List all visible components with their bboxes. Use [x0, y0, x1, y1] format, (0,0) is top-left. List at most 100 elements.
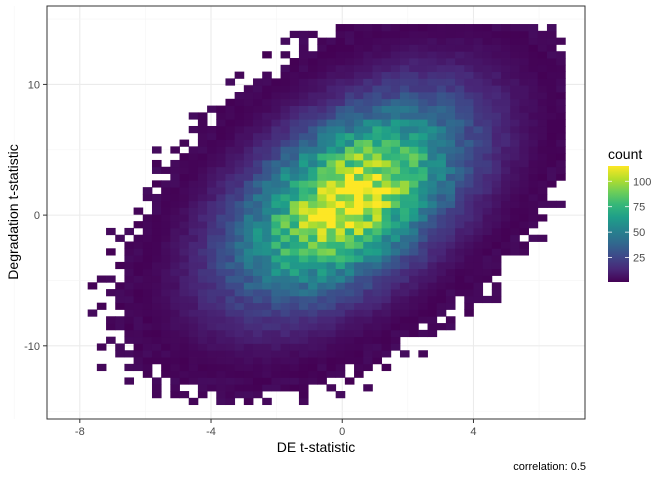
- heatmap-bin: [372, 159, 383, 168]
- heatmap-bin: [179, 336, 190, 344]
- heatmap-bin: [473, 153, 484, 161]
- heatmap-bin: [363, 37, 373, 45]
- heatmap-bin: [546, 132, 557, 140]
- heatmap-bin: [207, 105, 217, 113]
- heatmap-bin: [243, 350, 254, 358]
- heatmap-bin: [335, 221, 346, 229]
- heatmap-bin: [188, 146, 199, 154]
- heatmap-bin: [289, 261, 300, 270]
- heatmap-bin: [363, 119, 373, 127]
- heatmap-bin: [344, 153, 355, 161]
- heatmap-bin: [546, 64, 557, 73]
- heatmap-bin: [418, 193, 428, 202]
- heatmap-bin: [289, 71, 300, 79]
- heatmap-bin: [390, 98, 401, 106]
- heatmap-bin: [133, 221, 144, 229]
- heatmap-bin: [436, 193, 447, 202]
- heatmap-bin: [455, 248, 465, 256]
- heatmap-bin: [335, 37, 346, 45]
- heatmap-bins: [87, 24, 566, 406]
- heatmap-bin: [399, 275, 410, 283]
- heatmap-bin: [390, 37, 401, 45]
- heatmap-bin: [363, 85, 373, 93]
- heatmap-bin: [519, 125, 529, 134]
- heatmap-bin: [381, 261, 392, 270]
- heatmap-bin: [464, 98, 474, 106]
- heatmap-bin: [234, 159, 245, 168]
- heatmap-bin: [225, 78, 236, 86]
- heatmap-bin: [363, 193, 373, 202]
- heatmap-bin: [409, 180, 419, 188]
- heatmap-bin: [464, 37, 474, 45]
- heatmap-bin: [179, 227, 190, 236]
- heatmap-bin: [482, 139, 493, 147]
- heatmap-bin: [298, 214, 309, 222]
- x-axis-title: DE t-statistic: [277, 439, 356, 455]
- heatmap-bin: [482, 37, 493, 45]
- heatmap-bin: [528, 193, 539, 202]
- heatmap-bin: [399, 44, 410, 52]
- heatmap-bin: [418, 58, 428, 66]
- heatmap-bin: [317, 275, 327, 283]
- heatmap-bin: [124, 302, 135, 310]
- heatmap-bin: [243, 329, 254, 338]
- heatmap-bin: [537, 159, 548, 168]
- heatmap-bin: [289, 78, 300, 86]
- heatmap-bin: [253, 193, 263, 202]
- heatmap-bin: [427, 282, 438, 290]
- heatmap-bin: [216, 139, 226, 147]
- heatmap-bin: [317, 132, 327, 140]
- heatmap-bin: [188, 255, 199, 263]
- heatmap-bin: [280, 193, 291, 202]
- heatmap-bin: [289, 302, 300, 310]
- heatmap-bin: [170, 227, 180, 236]
- heatmap-bin: [317, 193, 327, 202]
- heatmap-bin: [326, 37, 337, 45]
- heatmap-bin: [473, 207, 484, 215]
- heatmap-bin: [363, 71, 373, 79]
- heatmap-bin: [271, 98, 281, 106]
- heatmap-bin: [372, 248, 383, 256]
- heatmap-bin: [427, 44, 438, 52]
- heatmap-bin: [464, 119, 474, 127]
- heatmap-bin: [317, 214, 327, 222]
- heatmap-bin: [188, 289, 199, 297]
- heatmap-bin: [372, 98, 383, 106]
- heatmap-bin: [372, 255, 383, 263]
- heatmap-bin: [546, 180, 557, 188]
- heatmap-bin: [161, 316, 171, 324]
- heatmap-bin: [455, 44, 465, 52]
- heatmap-bin: [298, 329, 309, 338]
- heatmap-bin: [197, 302, 208, 310]
- heatmap-bin: [298, 248, 309, 256]
- heatmap-bin: [455, 187, 465, 195]
- heatmap-bin: [326, 221, 337, 229]
- heatmap-bin: [234, 289, 245, 297]
- heatmap-bin: [445, 289, 456, 297]
- heatmap-bin: [243, 187, 254, 195]
- heatmap-bin: [427, 153, 438, 161]
- heatmap-bin: [482, 248, 493, 256]
- heatmap-bin: [298, 64, 309, 73]
- heatmap-bin: [335, 132, 346, 140]
- heatmap-bin: [528, 187, 539, 195]
- heatmap-bin: [473, 200, 484, 208]
- heatmap-bin: [271, 180, 281, 188]
- heatmap-bin: [363, 255, 373, 263]
- heatmap-bin: [501, 207, 511, 215]
- heatmap-bin: [234, 261, 245, 270]
- heatmap-bin: [381, 241, 392, 249]
- heatmap-bin: [455, 51, 465, 59]
- heatmap-bin: [399, 51, 410, 59]
- heatmap-bin: [289, 180, 300, 188]
- heatmap-bin: [455, 139, 465, 147]
- heatmap-bin: [436, 302, 447, 310]
- heatmap-bin: [445, 146, 456, 154]
- heatmap-bin: [298, 275, 309, 283]
- y-tick-label: 10: [28, 79, 40, 91]
- heatmap-bin: [409, 187, 419, 195]
- heatmap-bin: [528, 30, 539, 39]
- heatmap-bin: [418, 105, 428, 113]
- heatmap-bin: [482, 200, 493, 208]
- heatmap-bin: [262, 112, 272, 120]
